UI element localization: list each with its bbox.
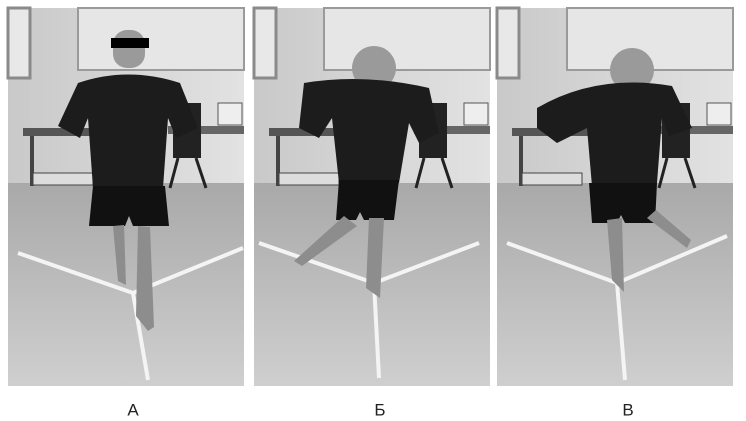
- photo-panel: [497, 8, 733, 386]
- panel-label: Б: [374, 400, 385, 419]
- photo-panel: [8, 8, 244, 386]
- panel-label: В: [622, 400, 633, 419]
- panel-label: A: [127, 400, 139, 419]
- figure: A Б В: [0, 0, 746, 421]
- page: A Б В (() => { const data = JSON.parse(d…: [0, 0, 746, 421]
- photo-panel: [254, 8, 490, 386]
